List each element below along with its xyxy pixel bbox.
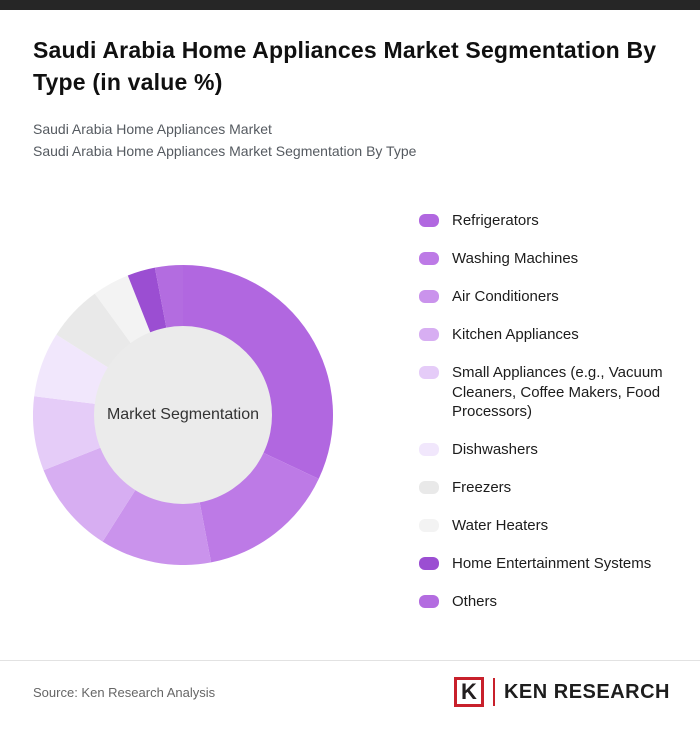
legend-item-7: Water Heaters — [419, 516, 667, 536]
legend-label: Small Appliances (e.g., Vacuum Cleaners,… — [452, 363, 663, 421]
legend-swatch-icon — [419, 443, 439, 457]
donut-center-label: Market Segmentation — [94, 325, 272, 504]
legend-item-0: Refrigerators — [419, 211, 667, 231]
legend-swatch-icon — [419, 289, 439, 303]
legend-label: Air Conditioners — [452, 287, 559, 305]
logo-text: KEN RESEARCH — [503, 680, 670, 703]
top-accent-bar — [0, 0, 700, 10]
legend-label: Freezers — [452, 479, 512, 497]
legend-swatch-icon — [419, 327, 439, 341]
footer: Source: Ken Research Analysis K KEN RESE… — [0, 660, 700, 707]
legend-item-1: Washing Machines — [419, 249, 667, 269]
donut-chart: Market Segmentation — [33, 264, 333, 565]
subtitle-market: Saudi Arabia Home Appliances Market — [33, 121, 272, 138]
legend-item-2: Air Conditioners — [419, 287, 667, 307]
legend-label: Dishwashers — [452, 441, 538, 459]
legend-swatch-icon — [419, 595, 439, 609]
logo-k-icon: K — [453, 677, 484, 707]
legend-item-6: Freezers — [419, 478, 667, 498]
chart-legend: Refrigerators Washing Machines Air Conditi… — [419, 207, 667, 612]
legend-label: Refrigerators — [452, 211, 539, 229]
legend-item-9: Others — [419, 592, 667, 612]
legend-swatch-icon — [419, 519, 439, 533]
legend-label: Water Heaters — [452, 517, 549, 535]
legend-label: Others — [452, 593, 498, 611]
legend-item-5: Dishwashers — [419, 440, 667, 460]
legend-label: Kitchen Appliances — [452, 325, 579, 343]
legend-swatch-icon — [419, 481, 439, 495]
legend-item-8: Home Entertainment Systems — [419, 554, 667, 574]
legend-swatch-icon — [419, 213, 439, 227]
footer-row: Source: Ken Research Analysis K KEN RESE… — [0, 661, 700, 707]
legend-label: Home Entertainment Systems — [452, 555, 652, 573]
subtitle-segmentation: Saudi Arabia Home Appliances Market Segm… — [33, 143, 417, 160]
legend-swatch-icon — [419, 251, 439, 265]
page-content: Saudi Arabia Home Appliances Market Segm… — [0, 35, 700, 612]
legend-swatch-icon — [419, 365, 439, 379]
source-text: Source: Ken Research Analysis — [33, 684, 216, 700]
subtitles: Saudi Arabia Home Appliances Market Saud… — [33, 119, 667, 162]
legend-item-3: Kitchen Appliances — [419, 325, 667, 345]
page-title: Saudi Arabia Home Appliances Market Segm… — [33, 37, 657, 95]
logo-separator — [492, 678, 495, 706]
chart-area: Market Segmentation Refrigerators Washing… — [33, 207, 667, 612]
legend-item-4: Small Appliances (e.g., Vacuum Cleaners,… — [419, 363, 667, 423]
legend-label: Washing Machines — [452, 249, 579, 267]
ken-research-logo: K KEN RESEARCH — [453, 677, 670, 707]
legend-swatch-icon — [419, 557, 439, 571]
